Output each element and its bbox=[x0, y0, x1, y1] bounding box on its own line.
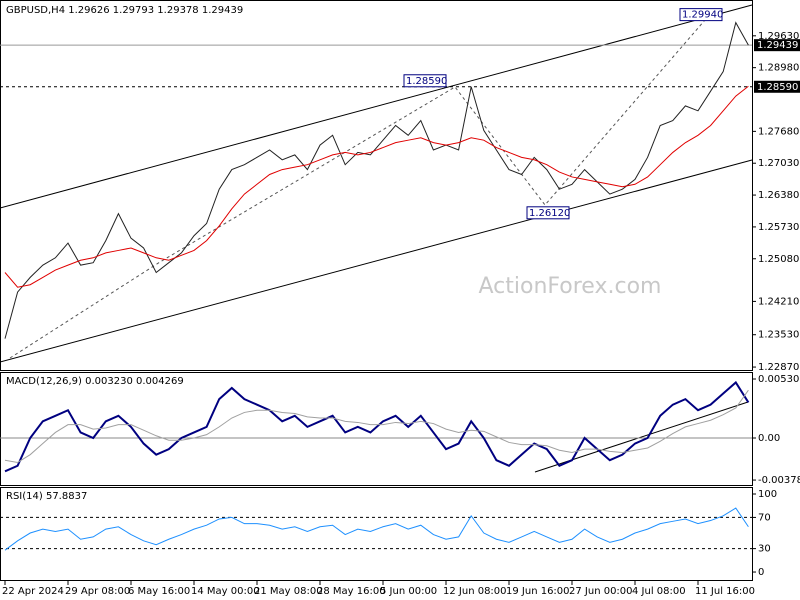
y-tick-label: 1.26380 bbox=[758, 190, 799, 201]
series-line bbox=[4, 389, 749, 463]
macd-panel bbox=[0, 372, 753, 486]
channel-upper bbox=[0, 4, 753, 209]
price-panel bbox=[0, 0, 753, 371]
level-label: 1.28590 bbox=[757, 82, 798, 93]
series-line bbox=[4, 507, 749, 551]
x-tick-label: 27 Jun 00:00 bbox=[569, 586, 633, 597]
chart-title: GBPUSD,H4 1.29626 1.29793 1.29378 1.2943… bbox=[6, 5, 243, 16]
annotation-box bbox=[679, 8, 723, 22]
y-tick-label: 70 bbox=[758, 512, 771, 523]
level-label-box bbox=[754, 80, 800, 93]
rsi-panel bbox=[0, 487, 753, 581]
y-tick-label: 0 bbox=[758, 567, 764, 578]
y-tick-label: 1.23530 bbox=[758, 330, 799, 341]
y-tick-label: 1.29630 bbox=[758, 31, 799, 42]
watermark: ActionForex.com bbox=[479, 274, 662, 299]
x-tick-label: 14 May 00:00 bbox=[191, 586, 260, 597]
x-tick-label: 12 Jun 08:00 bbox=[443, 586, 507, 597]
level-label-box bbox=[754, 39, 800, 52]
y-tick-label: 1.25080 bbox=[758, 254, 799, 265]
y-tick-label: 1.27030 bbox=[758, 158, 799, 169]
y-tick-label: 1.22870 bbox=[758, 362, 799, 373]
annotation: 1.26120 bbox=[529, 208, 570, 219]
annotation: 1.28590 bbox=[406, 76, 447, 87]
y-tick-label: 1.28980 bbox=[758, 63, 799, 74]
macd-title: MACD(12,26,9) 0.003230 0.004269 bbox=[6, 376, 184, 387]
y-tick-label: 30 bbox=[758, 544, 771, 555]
annotation-box bbox=[403, 74, 447, 88]
y-tick-label: 100 bbox=[758, 489, 777, 500]
series-line bbox=[4, 21, 749, 339]
level-label: 1.29439 bbox=[757, 40, 798, 51]
y-tick-label: 1.25730 bbox=[758, 222, 799, 233]
x-tick-label: 29 Apr 08:00 bbox=[65, 586, 130, 597]
x-tick-label: 4 Jul 08:00 bbox=[632, 586, 686, 597]
y-tick-label: 1.24210 bbox=[758, 296, 799, 307]
x-tick-label: 5 Jun 00:00 bbox=[380, 586, 437, 597]
rsi-title: RSI(14) 57.8837 bbox=[6, 491, 87, 502]
x-tick-label: 11 Jul 16:00 bbox=[695, 586, 755, 597]
series-line bbox=[4, 85, 749, 288]
x-tick-label: 22 Apr 2024 bbox=[2, 586, 64, 597]
y-tick-label: -0.003785 bbox=[758, 475, 800, 486]
x-tick-label: 6 May 16:00 bbox=[128, 586, 190, 597]
y-tick-label: 1.27680 bbox=[758, 126, 799, 137]
channel-lower bbox=[0, 159, 753, 363]
x-tick-label: 21 May 08:00 bbox=[254, 586, 323, 597]
y-tick-label: 0.00 bbox=[758, 433, 780, 444]
x-tick-label: 28 May 16:00 bbox=[317, 586, 386, 597]
annotation: 1.29940 bbox=[682, 10, 723, 21]
annotation-box bbox=[526, 206, 570, 220]
x-tick-label: 19 Jun 16:00 bbox=[506, 586, 570, 597]
y-tick-label: 0.005309 bbox=[758, 374, 800, 385]
fibo-line bbox=[9, 19, 706, 359]
